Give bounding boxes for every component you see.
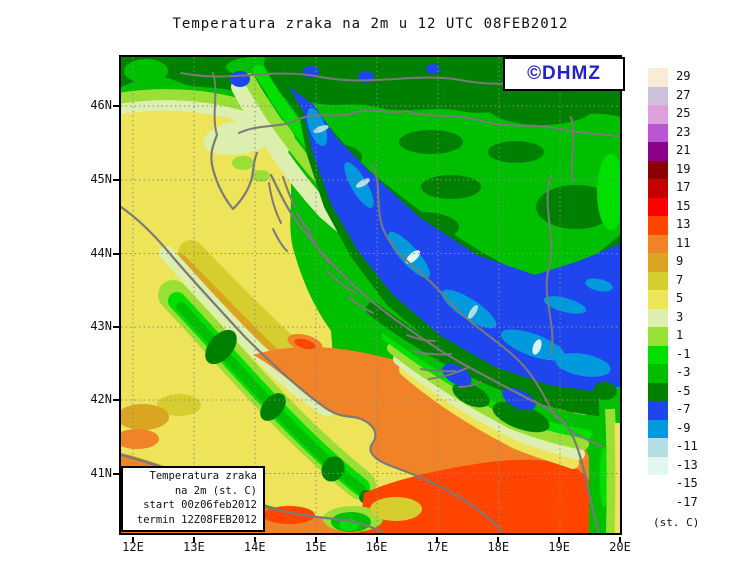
- lon-tick-17E: [436, 537, 439, 542]
- lat-label-44N: 44N: [90, 245, 112, 260]
- lon-label-14E: 14E: [243, 540, 266, 554]
- colorbar-label-13: 13: [676, 217, 691, 232]
- colorbar-label-11: 11: [676, 235, 691, 250]
- colorbar-swatch-1: [648, 327, 668, 346]
- colorbar-label-21: 21: [676, 143, 691, 158]
- colorbar-label-27: 27: [676, 87, 691, 102]
- temperature-map-canvas: [121, 57, 620, 533]
- dhmz-logo-text: ©DHMZ: [527, 63, 601, 84]
- colorbar-label-23: 23: [676, 124, 691, 139]
- run-info-line-1: na 2m (st. C): [174, 484, 257, 497]
- lon-label-19E: 19E: [548, 540, 570, 554]
- lat-tick-42N: [113, 399, 119, 401]
- colorbar-swatch-17: [648, 179, 668, 198]
- lon-tick-12E: [132, 537, 134, 542]
- lon-tick-14E: [253, 537, 256, 542]
- colorbar-label--7: -7: [676, 402, 691, 417]
- colorbar-label--9: -9: [676, 420, 691, 435]
- colorbar-swatch--11: [648, 438, 668, 457]
- lon-tick-13E: [192, 537, 195, 542]
- lat-label-42N: 42N: [90, 392, 112, 406]
- colorbar-swatch-25: [648, 105, 668, 124]
- colorbar-label-19: 19: [676, 161, 691, 176]
- lon-label-18E: 18E: [487, 540, 510, 554]
- colorbar-swatch-13: [648, 216, 668, 235]
- lat-tick-46N: [113, 105, 119, 107]
- colorbar-swatch-27: [648, 86, 668, 105]
- lon-tick-16E: [375, 537, 378, 542]
- colorbar-swatch-5: [648, 290, 668, 309]
- colorbar-label-1: 1: [676, 328, 684, 343]
- colorbar-swatch--3: [648, 364, 668, 383]
- colorbar-swatch-29: [648, 68, 668, 87]
- colorbar-swatch--17: [648, 493, 668, 512]
- lat-tick-43N: [113, 326, 119, 328]
- colorbar-swatch-3: [648, 308, 668, 327]
- colorbar-label-9: 9: [676, 254, 684, 269]
- colorbar-unit-label: (st. C): [653, 516, 700, 529]
- map-title: Temperatura zraka na 2m u 12 UTC 08FEB20…: [172, 16, 569, 32]
- colorbar-swatch-9: [648, 253, 668, 272]
- lat-label-41N: 41N: [90, 465, 112, 480]
- lon-label-13E: 13E: [183, 540, 205, 554]
- run-info-line-3: termin 12Z08FEB2012: [136, 513, 257, 526]
- colorbar-swatch--15: [648, 475, 668, 494]
- lat-tick-45N: [113, 179, 119, 181]
- colorbar-swatch-19: [648, 160, 668, 179]
- run-info-line-0: Temperatura zraka: [149, 470, 257, 482]
- colorbar-label-25: 25: [676, 106, 691, 121]
- map-frame: [119, 55, 622, 535]
- lon-label-12E: 12E: [122, 540, 144, 554]
- colorbar-swatch--9: [648, 419, 668, 438]
- colorbar-swatch-23: [648, 123, 668, 142]
- lon-label-15E: 15E: [304, 540, 327, 554]
- colorbar-label-17: 17: [676, 180, 691, 195]
- colorbar-label--13: -13: [676, 457, 698, 472]
- lon-label-17E: 17E: [426, 540, 449, 554]
- colorbar-swatch--1: [648, 345, 668, 364]
- colorbar-label-3: 3: [676, 309, 684, 324]
- colorbar-swatch-21: [648, 142, 668, 161]
- colorbar-swatch--5: [648, 382, 668, 401]
- lon-label-16E: 16E: [365, 540, 388, 554]
- colorbar-label--17: -17: [676, 494, 698, 509]
- colorbar-label-5: 5: [676, 291, 684, 306]
- colorbar-swatch-11: [648, 234, 668, 253]
- colorbar-swatch--7: [648, 401, 668, 420]
- colorbar-label--1: -1: [676, 346, 691, 361]
- colorbar-label--15: -15: [676, 476, 698, 491]
- lat-tick-44N: [113, 252, 119, 255]
- colorbar-label--5: -5: [676, 383, 691, 398]
- colorbar-label-15: 15: [676, 198, 691, 213]
- lon-tick-18E: [497, 537, 500, 542]
- lon-tick-19E: [558, 537, 561, 542]
- lon-label-20E: 20E: [609, 540, 631, 554]
- colorbar-label--11: -11: [676, 439, 698, 454]
- lat-label-43N: 43N: [90, 319, 112, 333]
- colorbar-label--3: -3: [676, 365, 691, 380]
- colorbar-swatch--13: [648, 456, 668, 475]
- run-info-line-2: start 00z06feb2012: [143, 499, 257, 511]
- colorbar-label-29: 29: [676, 69, 691, 84]
- colorbar-swatch-15: [648, 197, 668, 216]
- dhmz-logo-box: ©DHMZ: [503, 57, 625, 91]
- colorbar-label-7: 7: [676, 272, 684, 287]
- lat-label-45N: 45N: [90, 172, 112, 186]
- lat-label-46N: 46N: [90, 98, 112, 112]
- run-info-box: Temperatura zraka na 2m (st. C) start 00z0…: [121, 466, 265, 532]
- lon-tick-20E: [619, 537, 621, 542]
- lon-tick-15E: [314, 537, 317, 542]
- colorbar-swatch-7: [648, 271, 668, 290]
- lat-tick-41N: [113, 472, 119, 475]
